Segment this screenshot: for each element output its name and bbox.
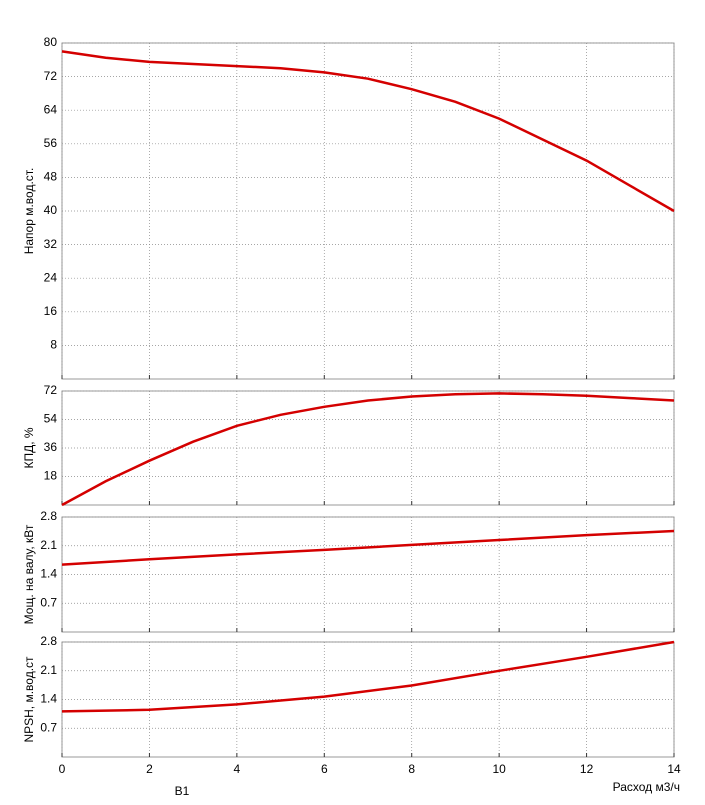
y-tick-label: 8 [50, 338, 57, 352]
x-tick-label: 4 [234, 762, 241, 776]
y-axis-label: NPSH, м.вод.ст [22, 656, 36, 743]
curve [61, 392, 675, 507]
x-tick-label: 2 [146, 762, 153, 776]
y-tick-label: 2.1 [40, 663, 57, 677]
x-tick-label: 8 [408, 762, 415, 776]
y-tick-label: 48 [44, 170, 58, 184]
y-tick-label: 72 [44, 383, 58, 397]
x-tick-label: 0 [59, 762, 66, 776]
curve [61, 529, 675, 566]
y-axis-label: Напор м.вод.ст. [22, 168, 36, 255]
y-tick-label: 72 [44, 69, 58, 83]
y-tick-label: 2.1 [40, 538, 57, 552]
y-tick-label: 1.4 [40, 692, 57, 706]
y-tick-label: 64 [44, 102, 58, 116]
annotation: B1 [175, 784, 190, 798]
y-tick-label: 1.4 [40, 567, 57, 581]
y-tick-label: 36 [44, 440, 58, 454]
curve [61, 50, 675, 213]
y-tick-label: 0.7 [40, 595, 57, 609]
y-tick-label: 56 [44, 136, 58, 150]
y-tick-label: 18 [44, 469, 58, 483]
x-axis-label: Расход м3/ч [613, 780, 680, 794]
y-tick-label: 0.7 [40, 720, 57, 734]
y-tick-label: 32 [44, 237, 58, 251]
y-axis-label: Мощ. на валу, кВт [22, 524, 36, 624]
curve [61, 640, 675, 713]
y-tick-label: 40 [44, 203, 58, 217]
x-tick-label: 12 [580, 762, 594, 776]
y-tick-label: 54 [44, 412, 58, 426]
x-tick-label: 14 [667, 762, 681, 776]
x-tick-label: 10 [492, 762, 506, 776]
y-tick-label: 2.8 [40, 509, 57, 523]
y-tick-label: 16 [44, 304, 58, 318]
y-tick-label: 2.8 [40, 634, 57, 648]
x-tick-label: 6 [321, 762, 328, 776]
y-tick-label: 80 [44, 35, 58, 49]
y-tick-label: 24 [44, 270, 58, 284]
y-axis-label: КПД, % [22, 427, 36, 468]
